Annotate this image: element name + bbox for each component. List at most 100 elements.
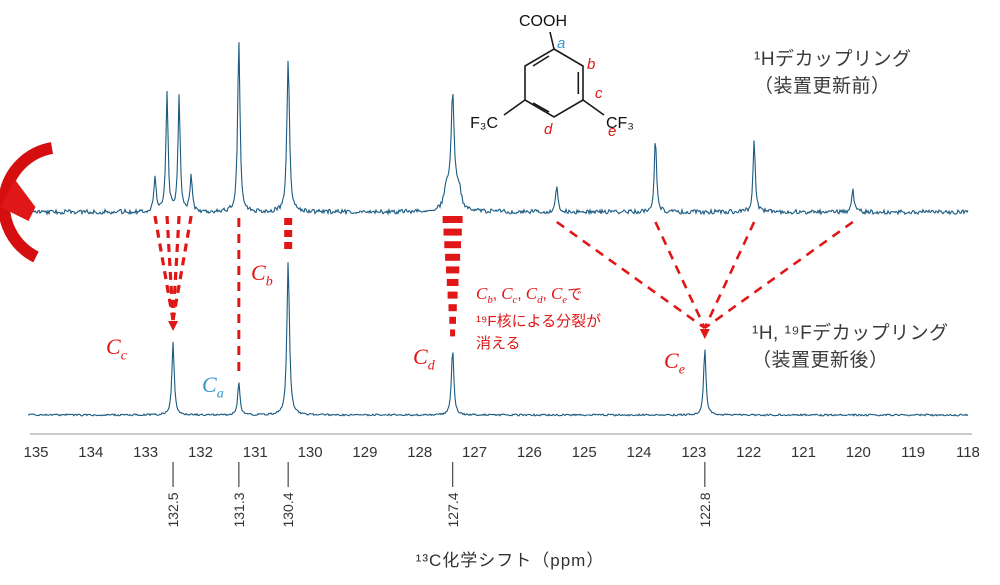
fan-dashed-line	[165, 215, 175, 321]
spectrum-traces	[27, 42, 969, 417]
fan-dashed-line	[556, 220, 706, 330]
taper-dash-block	[450, 329, 456, 337]
suffix: で	[567, 286, 583, 303]
double-bond	[532, 55, 550, 67]
peak-label-ca: Ca	[202, 372, 224, 402]
peak-label-cd-main: C	[413, 344, 428, 369]
peak-label-cd-sub: d	[427, 358, 435, 374]
atom-label-d: d	[544, 121, 553, 138]
title-before-line1: ¹Hデカップリング	[754, 49, 912, 70]
peak-value-label: 132.5	[165, 492, 182, 528]
axis-tick-label: 125	[571, 444, 597, 461]
annotation-carbon-list: Cb, Cc, Cd, Ceで	[476, 283, 601, 311]
title-before-line2: （装置更新前）	[754, 76, 891, 97]
axis-tick-label: 124	[626, 444, 652, 461]
peak-label-ca-main: C	[202, 372, 217, 397]
peak-label-cc-main: C	[106, 334, 121, 359]
convergence-arrowhead	[168, 321, 179, 331]
peak-label-ce-main: C	[664, 348, 679, 373]
cooh-label: COOH	[519, 13, 567, 30]
axis-tick-label: 132	[187, 444, 213, 461]
carbon-subscript: d	[537, 294, 543, 306]
benzene-ring	[524, 48, 584, 118]
cf3-bond-right	[582, 99, 605, 116]
title-before-update: ¹Hデカップリング （装置更新前）	[754, 46, 912, 100]
carbon-subscript: c	[512, 294, 518, 306]
axis-tick-label: 121	[790, 444, 816, 461]
trace-before-update	[27, 42, 969, 216]
carbon-symbol: C	[476, 284, 488, 303]
update-arrow-icon	[0, 142, 54, 263]
axis-tick-label: 130	[297, 444, 323, 461]
taper-dash-block	[446, 279, 459, 286]
carbon-symbol: C	[501, 284, 513, 303]
separator: ,	[492, 286, 502, 303]
f3c-label: F₃C	[470, 115, 498, 132]
cf3-bond-left	[503, 99, 526, 116]
axis-tick-label: 129	[352, 444, 378, 461]
peak-value-label: 131.3	[230, 492, 247, 528]
carbon-symbol: C	[525, 284, 538, 303]
axis-tick-label: 118	[955, 444, 980, 461]
peak-label-ca-sub: a	[216, 386, 224, 402]
fan-dashed-line	[703, 221, 756, 329]
peak-label-cb-main: C	[251, 260, 266, 285]
peak-label-ce: Ce	[664, 348, 685, 378]
taper-dash-block	[447, 291, 458, 299]
annotation-line3: 消える	[476, 335, 521, 352]
axis-tick-label: 131	[242, 444, 268, 461]
axis-tick-label: 120	[845, 444, 871, 461]
axis-tick-label: 122	[736, 444, 762, 461]
atom-label-b: b	[587, 56, 595, 73]
title-after-line1: ¹H, ¹⁹Fデカップリング	[752, 323, 949, 344]
axis-tick-label: 133	[133, 444, 159, 461]
peak-value-label: 130.4	[280, 492, 297, 528]
peak-label-cd: Cd	[413, 344, 435, 374]
carbon-subscript: b	[487, 294, 493, 306]
trace-after-update	[27, 262, 969, 417]
axis-tick-label: 123	[681, 444, 707, 461]
cooh-bond	[549, 31, 555, 50]
axis-tick-label: 119	[901, 444, 926, 461]
peak-label-cc-sub: c	[120, 348, 127, 364]
taper-dash-block	[444, 241, 461, 249]
axis-title: ¹³C化学シフト（ppm）	[415, 551, 605, 570]
fan-dashed-line	[704, 220, 854, 330]
taper-dash-block	[448, 304, 457, 312]
carbon-symbol: C	[550, 284, 563, 303]
fan-dashed-line	[171, 215, 181, 321]
title-after-update: ¹H, ¹⁹Fデカップリング （装置更新後）	[752, 320, 949, 374]
x-axis	[30, 433, 972, 487]
fan-dashed-line	[171, 215, 193, 321]
title-after-line2: （装置更新後）	[752, 350, 889, 371]
separator: ,	[542, 286, 551, 303]
peak-value-label: 122.8	[696, 492, 713, 528]
taper-dash-block	[445, 253, 461, 261]
splitting-annotation: Cb, Cc, Cd, Ceで ¹⁹F核による分裂が 消える	[476, 283, 601, 355]
peak-label-ce-sub: e	[678, 362, 685, 378]
taper-dash-block	[449, 316, 456, 324]
axis-tick-label: 128	[407, 444, 433, 461]
atom-label-c: c	[595, 85, 603, 102]
taper-dash-block	[442, 216, 463, 223]
taper-dash-block	[446, 266, 460, 274]
axis-tick-label: 135	[23, 444, 49, 461]
axis-tick-label: 134	[78, 444, 104, 461]
axis-tick-label: 126	[516, 444, 542, 461]
fan-dashed-line	[153, 215, 175, 321]
annotation-line2: ¹⁹F核による分裂が	[476, 313, 602, 330]
double-bond	[532, 102, 550, 113]
peak-label-cb: Cb	[251, 260, 273, 290]
peak-label-cc: Cc	[106, 334, 127, 364]
atom-label-a: a	[557, 35, 565, 52]
carbon-subscript: e	[562, 294, 568, 306]
atom-label-e: e	[608, 123, 616, 140]
cf3-label: CF₃	[606, 115, 634, 132]
separator: ,	[517, 286, 526, 303]
taper-dash-block	[443, 228, 462, 236]
peak-connector-lines	[153, 215, 854, 372]
fan-dashed-line	[654, 221, 706, 329]
molecule-structure: COOH F₃C CF₃ a b c d e	[470, 13, 634, 140]
axis-tick-label: 127	[462, 444, 488, 461]
